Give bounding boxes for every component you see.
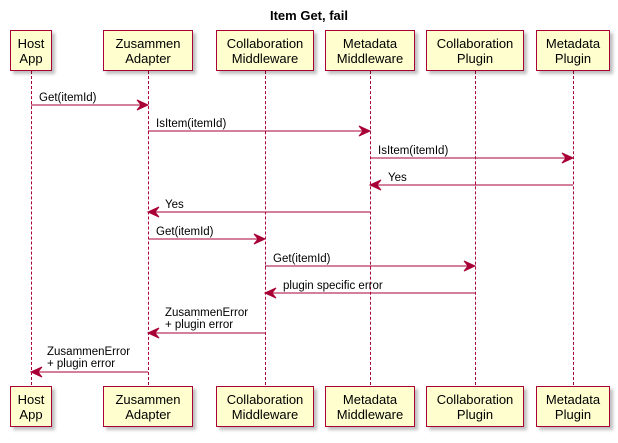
message-label-6: Get(itemId) (156, 226, 214, 238)
message-label-5: Yes (165, 199, 184, 211)
message-arrow-1 (31, 99, 150, 111)
message-arrow-5 (146, 206, 370, 218)
participant-collab-plugin-bottom: Collaboration Plugin (426, 386, 524, 427)
message-arrow-7 (265, 260, 477, 272)
message-arrow-8 (263, 287, 475, 299)
participant-collab-middleware-bottom: Collaboration Middleware (216, 386, 314, 427)
message-label-2: IsItem(itemId) (156, 118, 227, 130)
message-label-7: Get(itemId) (273, 253, 331, 265)
message-arrow-2 (148, 125, 372, 137)
message-arrow-10 (29, 366, 148, 378)
lifeline-meta-plugin (573, 71, 574, 385)
message-arrow-9 (146, 327, 265, 339)
lifeline-host (31, 71, 32, 385)
participant-collab-plugin-top: Collaboration Plugin (426, 30, 524, 71)
participant-adapter-bottom: Zusammen Adapter (103, 386, 193, 427)
message-label-8: plugin specific error (283, 280, 383, 292)
participant-adapter-top: Zusammen Adapter (103, 30, 193, 71)
message-arrow-4 (368, 179, 573, 191)
participant-collab-middleware-top: Collaboration Middleware (216, 30, 314, 71)
participant-meta-middleware-top: Metadata Middleware (325, 30, 415, 71)
diagram-title: Item Get, fail (269, 8, 349, 23)
message-arrow-3 (370, 152, 575, 164)
participant-meta-plugin-top: Metadata Plugin (536, 30, 610, 71)
message-label-4: Yes (388, 172, 407, 184)
message-label-3: IsItem(itemId) (378, 145, 449, 157)
lifeline-adapter (148, 71, 149, 385)
lifeline-collab-middleware (265, 71, 266, 385)
message-label-9: ZusammenError + plugin error (165, 307, 249, 331)
message-label-10: ZusammenError + plugin error (47, 346, 131, 370)
participant-meta-plugin-bottom: Metadata Plugin (536, 386, 610, 427)
message-arrow-6 (148, 233, 267, 245)
lifeline-collab-plugin (475, 71, 476, 385)
lifeline-meta-middleware (370, 71, 371, 385)
message-label-1: Get(itemId) (39, 92, 97, 104)
participant-host-bottom: Host App (10, 386, 52, 427)
participant-host-top: Host App (10, 30, 52, 71)
participant-meta-middleware-bottom: Metadata Middleware (325, 386, 415, 427)
